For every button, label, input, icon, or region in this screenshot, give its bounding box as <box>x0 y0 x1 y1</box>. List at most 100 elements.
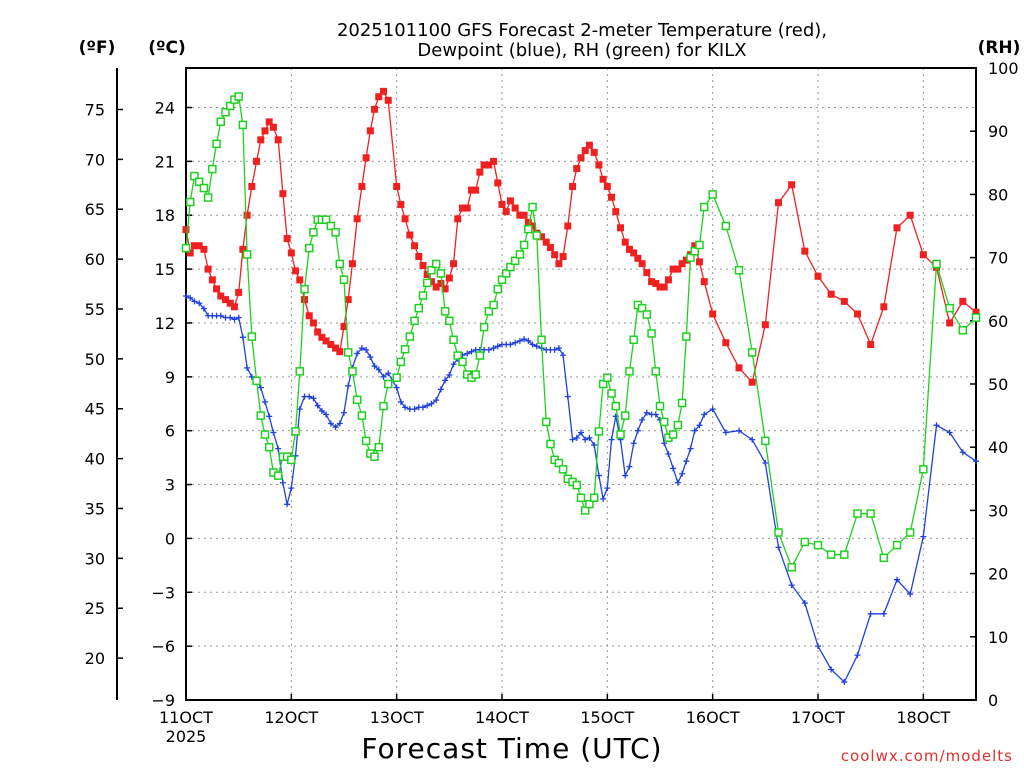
rh-point <box>339 275 349 284</box>
temperature-point <box>441 285 449 293</box>
temperature-point <box>972 308 980 316</box>
rh-point <box>440 307 450 316</box>
fahrenheit-tick-label: 60 <box>85 250 105 269</box>
dewpoint-point <box>529 341 536 348</box>
rh-point <box>853 509 862 518</box>
dewpoint-point <box>231 316 238 323</box>
x-tick-label: 15OCT <box>580 708 634 727</box>
x-axis-title: Forecast Time (UTC) <box>361 732 662 765</box>
dewpoint-point <box>507 341 514 348</box>
dewpoint-point <box>516 337 523 344</box>
temperature-point <box>867 341 875 348</box>
dewpoint-point <box>634 427 641 434</box>
dewpoint-point <box>464 350 471 357</box>
rh-point <box>331 228 340 237</box>
temperature-point <box>735 364 743 372</box>
fahrenheit-tick-label: 25 <box>85 599 105 618</box>
rh-tick-label: 30 <box>988 501 1008 520</box>
rh-point <box>453 351 463 360</box>
celsius-tick-label: 6 <box>165 422 175 441</box>
temperature-point <box>476 168 484 176</box>
temperature-point <box>336 348 344 356</box>
temperature-point <box>691 242 699 250</box>
temperature-point <box>269 123 277 131</box>
dewpoint-point <box>279 479 286 486</box>
x-axis: 11OCT 12OCT 13OCT 14OCT 15OCT 16OCT 17OCT 18OCT <box>159 694 951 727</box>
dewpoint-point <box>314 402 321 409</box>
dewpoint-point <box>490 345 497 352</box>
temperature-point <box>384 96 392 104</box>
rh-point <box>515 250 525 259</box>
x-tick-label: 11OCT <box>159 708 213 727</box>
series-rh <box>181 92 981 572</box>
temperature-point <box>840 297 848 305</box>
dewpoint-point <box>235 314 242 321</box>
temperature-point <box>437 279 445 287</box>
dewpoint-point <box>894 576 900 583</box>
rh-point <box>212 139 221 149</box>
temperature-point <box>485 161 493 169</box>
rh-point <box>589 493 599 503</box>
chart-grid <box>186 68 976 700</box>
dewpoint-point <box>630 440 637 447</box>
rh-point <box>840 550 849 559</box>
celsius-tick-label: 0 <box>165 529 175 548</box>
dewpoint-point <box>626 463 633 470</box>
temperature-point <box>353 215 361 223</box>
rh-point <box>510 256 520 266</box>
fahrenheit-tick-label: 55 <box>85 300 105 319</box>
dewpoint-point <box>367 354 374 361</box>
dewpoint-point <box>736 427 742 434</box>
celsius-tick-label: 9 <box>165 368 175 387</box>
dewpoint-point <box>327 420 334 427</box>
dewpoint-point <box>380 373 387 380</box>
temperature-point <box>555 260 563 268</box>
dewpoint-point <box>284 501 291 508</box>
rh-point <box>625 367 634 376</box>
dewpoint-point <box>512 339 519 346</box>
rh-point <box>594 427 604 436</box>
rh-point <box>256 411 266 420</box>
dewpoint-point <box>187 294 194 301</box>
rh-point <box>418 291 428 300</box>
dewpoint-point <box>266 413 273 420</box>
temperature-point <box>459 204 466 212</box>
dewpoint-point <box>788 582 795 589</box>
dewpoint-point <box>437 386 444 393</box>
rh-point <box>194 177 204 187</box>
rh-point <box>866 509 875 518</box>
celsius-axis: −9 −6 −3 0 3 6 9 12 15 18 21 24 <box>151 99 192 710</box>
celsius-tick-label: −9 <box>151 691 175 710</box>
temperature-point <box>217 292 225 300</box>
temperature-point <box>669 265 677 273</box>
temperature-point <box>946 319 954 327</box>
rh-point <box>352 395 362 405</box>
rh-tick-label: 80 <box>988 185 1008 204</box>
dewpoint-point <box>402 404 409 411</box>
rh-point <box>392 373 401 382</box>
temperature-point <box>551 251 559 259</box>
temperature-point <box>599 175 607 183</box>
temperature-point <box>257 136 265 144</box>
dewpoint-point <box>270 429 277 436</box>
rh-point <box>620 411 630 420</box>
dewpoint-point <box>446 372 453 379</box>
rh-point <box>919 465 928 474</box>
temperature-point <box>621 238 629 246</box>
rh-point <box>396 357 406 367</box>
rh-point <box>668 430 678 439</box>
temperature-point <box>643 269 651 277</box>
temperature-point <box>625 245 633 253</box>
dewpoint-point <box>573 434 580 441</box>
rh-point <box>374 442 384 452</box>
dewpoint-point <box>696 422 703 429</box>
temperature-point <box>511 204 519 212</box>
rh-tick-label: 0 <box>988 691 998 710</box>
temperature-point <box>235 288 243 296</box>
temperature-point <box>327 341 335 348</box>
temperature-point <box>340 323 348 331</box>
fahrenheit-tick-label: 70 <box>85 150 105 169</box>
rh-point <box>958 326 968 335</box>
dewpoint-point <box>323 411 330 418</box>
dewpoint-point <box>363 346 370 353</box>
